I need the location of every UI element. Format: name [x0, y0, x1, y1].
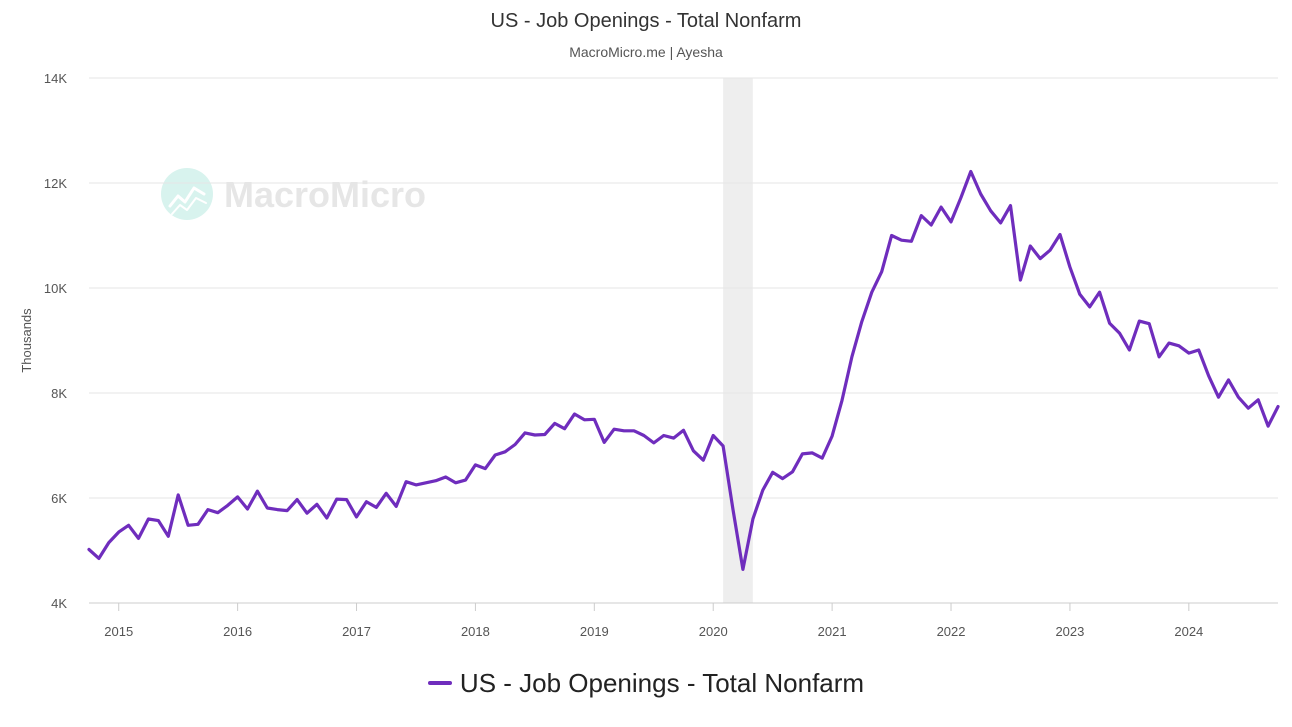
- y-tick-label: 14K: [44, 71, 67, 86]
- x-tick-label: 2019: [580, 624, 609, 639]
- y-axis-title: Thousands: [19, 308, 34, 373]
- y-tick-label: 12K: [44, 176, 67, 191]
- recession-shading-layer: [723, 78, 753, 603]
- x-axis: 2015 2016 2017 2018 2019 2020 2021 2022 2023 2024: [104, 603, 1203, 639]
- legend-swatch: [427, 681, 452, 686]
- y-tick-label: 6K: [51, 491, 67, 506]
- y-tick-label: 4K: [51, 596, 67, 611]
- x-tick-label: 2016: [223, 624, 252, 639]
- legend-label: US - Job Openings - Total Nonfarm: [459, 668, 865, 698]
- watermark: MacroMicro: [161, 168, 426, 220]
- x-tick-label: 2018: [461, 624, 490, 639]
- legend[interactable]: US - Job Openings - Total Nonfarm: [0, 668, 1292, 699]
- x-tick-label: 2015: [104, 624, 133, 639]
- grid-layer: [89, 77, 1278, 604]
- recession-shading: [723, 78, 753, 603]
- x-tick-label: 2022: [937, 624, 966, 639]
- y-axis: 4K 6K 8K 10K 12K 14K: [44, 71, 67, 611]
- chart-subtitle: MacroMicro.me | Ayesha: [569, 44, 723, 60]
- x-tick-label: 2021: [818, 624, 847, 639]
- series-layer: [87, 169, 1280, 572]
- watermark-text: MacroMicro: [224, 174, 426, 215]
- x-tick-label: 2017: [342, 624, 371, 639]
- y-tick-label: 10K: [44, 281, 67, 296]
- x-tick-label: 2024: [1174, 624, 1203, 639]
- y-tick-label: 8K: [51, 386, 67, 401]
- watermark-logo-icon: [161, 168, 213, 220]
- x-tick-label: 2023: [1055, 624, 1084, 639]
- chart-title: US - Job Openings - Total Nonfarm: [490, 10, 802, 32]
- series-line[interactable]: [87, 169, 1280, 572]
- x-tick-label: 2020: [699, 624, 728, 639]
